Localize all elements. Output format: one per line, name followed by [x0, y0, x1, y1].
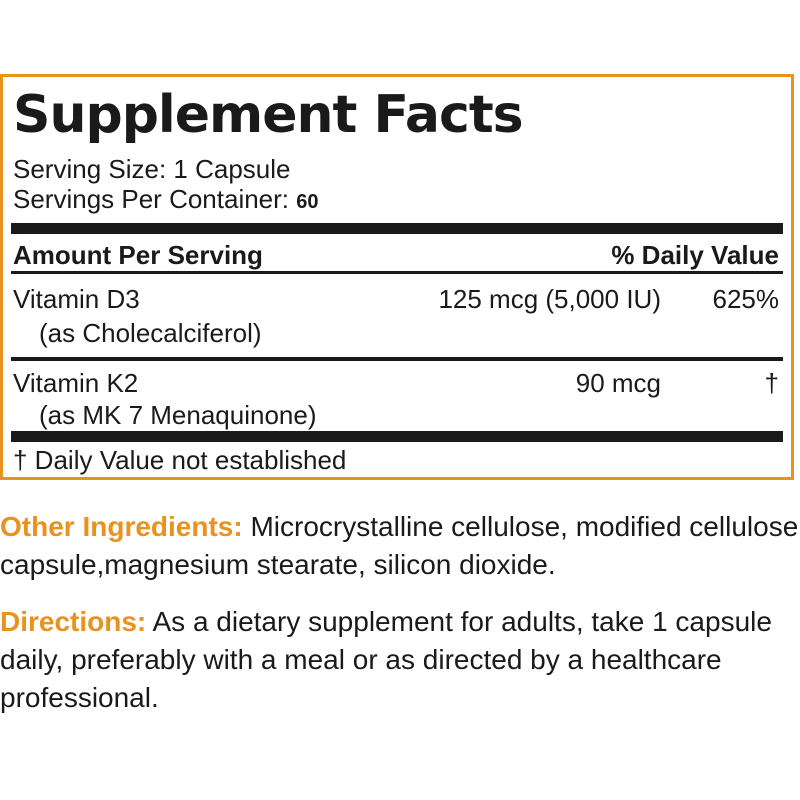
servings-per-value: 60	[296, 191, 319, 213]
serving-size: Serving Size: 1 Capsule	[13, 154, 291, 184]
facts-title: Supplement Facts	[13, 85, 524, 145]
nutrient-name: Vitamin K2	[13, 368, 139, 398]
divider-thin	[11, 271, 783, 274]
directions-label: Directions:	[0, 606, 147, 637]
servings-per-label: Servings Per Container:	[13, 184, 297, 214]
nutrient-amount: 90 mcg	[575, 368, 661, 398]
nutrient-source: (as MK 7 Menaquinone)	[39, 400, 317, 430]
divider-thick	[11, 223, 783, 234]
nutrient-daily-value: 625%	[712, 284, 780, 314]
divider-thin	[11, 357, 783, 361]
daily-value-footnote: † Daily Value not established	[13, 445, 347, 475]
servings-per-container: Servings Per Container: 60	[13, 184, 319, 217]
nutrient-name: Vitamin D3	[13, 284, 140, 314]
other-ingredients-text: Microcrystalline cellulose, modified cel…	[0, 511, 799, 580]
header-amount-per-serving: Amount Per Serving	[13, 240, 263, 270]
directions: Directions: As a dietary supplement for …	[0, 603, 800, 717]
divider-thick	[11, 431, 783, 442]
directions-text: As a dietary supplement for adults, take…	[0, 606, 772, 713]
nutrient-daily-value: †	[764, 368, 779, 398]
other-ingredients: Other Ingredients: Microcrystalline cell…	[0, 508, 800, 584]
header-daily-value: % Daily Value	[611, 240, 779, 270]
nutrient-source: (as Cholecalciferol)	[39, 318, 262, 348]
supplement-facts-panel: Supplement Facts Serving Size: 1 Capsule…	[0, 74, 794, 480]
nutrient-amount: 125 mcg (5,000 IU)	[438, 284, 661, 314]
other-ingredients-label: Other Ingredients:	[0, 511, 243, 542]
